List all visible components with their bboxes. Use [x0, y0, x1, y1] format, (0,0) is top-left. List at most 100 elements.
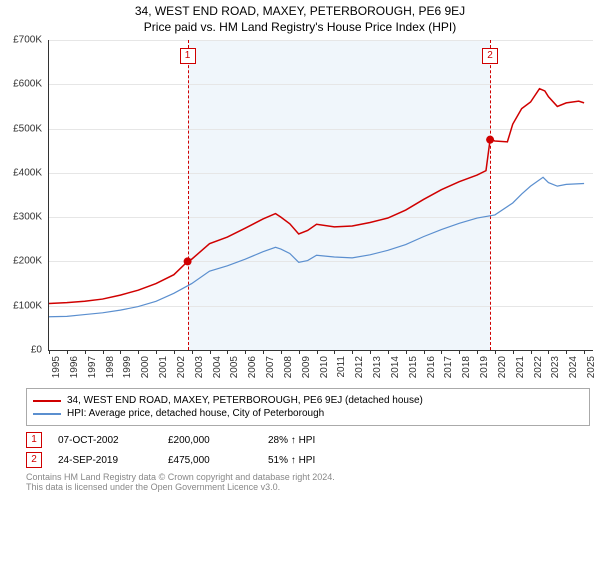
x-axis-label: 2020: [497, 356, 508, 378]
chart-area: £0£100K£200K£300K£400K£500K£600K£700K 19…: [48, 40, 592, 380]
x-tick: [156, 350, 157, 354]
y-axis-label: £600K: [13, 79, 42, 90]
y-axis-label: £200K: [13, 256, 42, 267]
x-tick: [245, 350, 246, 354]
x-tick: [317, 350, 318, 354]
legend-label: 34, WEST END ROAD, MAXEY, PETERBOROUGH, …: [67, 395, 423, 406]
x-tick: [138, 350, 139, 354]
x-axis-label: 2014: [390, 356, 401, 378]
x-tick: [352, 350, 353, 354]
x-tick: [477, 350, 478, 354]
x-axis-label: 2002: [176, 356, 187, 378]
event-number: 2: [26, 452, 42, 468]
x-axis-label: 2009: [301, 356, 312, 378]
x-axis-label: 1996: [69, 356, 80, 378]
x-tick: [441, 350, 442, 354]
x-axis-label: 1995: [51, 356, 62, 378]
event-row: 1 07-OCT-2002£200,00028% ↑ HPI: [26, 432, 590, 448]
x-axis-label: 2015: [408, 356, 419, 378]
x-axis-label: 2025: [586, 356, 597, 378]
x-axis-label: 2016: [426, 356, 437, 378]
chart-title: 34, WEST END ROAD, MAXEY, PETERBOROUGH, …: [0, 4, 600, 18]
x-tick: [263, 350, 264, 354]
y-axis-label: £500K: [13, 123, 42, 134]
x-tick: [85, 350, 86, 354]
legend-row: HPI: Average price, detached house, City…: [33, 408, 583, 419]
events-table: 1 07-OCT-2002£200,00028% ↑ HPI 2 24-SEP-201…: [26, 432, 590, 468]
y-axis-label: £700K: [13, 35, 42, 46]
event-delta: 28% ↑ HPI: [268, 435, 368, 446]
marker-dot: [486, 136, 494, 144]
event-row: 2 24-SEP-2019£475,00051% ↑ HPI: [26, 452, 590, 468]
x-axis-label: 2008: [283, 356, 294, 378]
x-tick: [210, 350, 211, 354]
legend-swatch: [33, 400, 61, 402]
x-tick: [227, 350, 228, 354]
x-tick: [67, 350, 68, 354]
x-axis-label: 2007: [265, 356, 276, 378]
x-tick: [424, 350, 425, 354]
event-price: £200,000: [168, 435, 268, 446]
x-tick: [495, 350, 496, 354]
x-tick: [388, 350, 389, 354]
marker-box: 2: [482, 48, 498, 64]
x-axis-label: 2006: [247, 356, 258, 378]
event-delta: 51% ↑ HPI: [268, 455, 368, 466]
x-tick: [531, 350, 532, 354]
y-axis-label: £0: [31, 345, 42, 356]
y-axis-label: £100K: [13, 300, 42, 311]
x-tick: [334, 350, 335, 354]
x-axis-label: 2000: [140, 356, 151, 378]
y-axis-label: £400K: [13, 167, 42, 178]
x-axis-label: 2021: [515, 356, 526, 378]
legend-row: 34, WEST END ROAD, MAXEY, PETERBOROUGH, …: [33, 395, 583, 406]
event-date: 07-OCT-2002: [58, 435, 168, 446]
x-axis-label: 2013: [372, 356, 383, 378]
x-axis-label: 2024: [568, 356, 579, 378]
footer-line2: This data is licensed under the Open Gov…: [26, 482, 590, 492]
series-line-hpi: [49, 177, 584, 316]
chart-subtitle: Price paid vs. HM Land Registry's House …: [0, 20, 600, 34]
footer-line1: Contains HM Land Registry data © Crown c…: [26, 472, 590, 482]
x-tick: [406, 350, 407, 354]
x-tick: [459, 350, 460, 354]
x-axis-label: 1997: [87, 356, 98, 378]
series-line-property: [49, 89, 584, 304]
x-tick: [584, 350, 585, 354]
y-axis-label: £300K: [13, 212, 42, 223]
event-date: 24-SEP-2019: [58, 455, 168, 466]
marker-dot: [184, 257, 192, 265]
marker-box: 1: [180, 48, 196, 64]
x-axis-label: 2023: [550, 356, 561, 378]
x-tick: [281, 350, 282, 354]
chart-svg: [49, 40, 593, 350]
legend-label: HPI: Average price, detached house, City…: [67, 408, 324, 419]
footer: Contains HM Land Registry data © Crown c…: [26, 472, 590, 492]
x-axis-label: 2005: [229, 356, 240, 378]
x-axis-label: 1998: [105, 356, 116, 378]
x-axis-label: 2022: [533, 356, 544, 378]
x-axis-label: 2018: [461, 356, 472, 378]
x-axis-label: 2012: [354, 356, 365, 378]
x-axis-label: 2019: [479, 356, 490, 378]
x-axis-label: 2003: [194, 356, 205, 378]
legend: 34, WEST END ROAD, MAXEY, PETERBOROUGH, …: [26, 388, 590, 426]
plot-region: [48, 40, 593, 351]
x-tick: [103, 350, 104, 354]
legend-swatch: [33, 413, 61, 415]
x-tick: [174, 350, 175, 354]
x-tick: [548, 350, 549, 354]
x-tick: [513, 350, 514, 354]
x-tick: [566, 350, 567, 354]
x-tick: [49, 350, 50, 354]
x-axis-label: 2017: [443, 356, 454, 378]
event-number: 1: [26, 432, 42, 448]
x-axis-label: 2004: [212, 356, 223, 378]
x-axis-label: 1999: [122, 356, 133, 378]
x-tick: [192, 350, 193, 354]
event-price: £475,000: [168, 455, 268, 466]
x-tick: [120, 350, 121, 354]
x-axis-label: 2011: [336, 356, 347, 378]
x-axis-label: 2001: [158, 356, 169, 378]
x-tick: [299, 350, 300, 354]
